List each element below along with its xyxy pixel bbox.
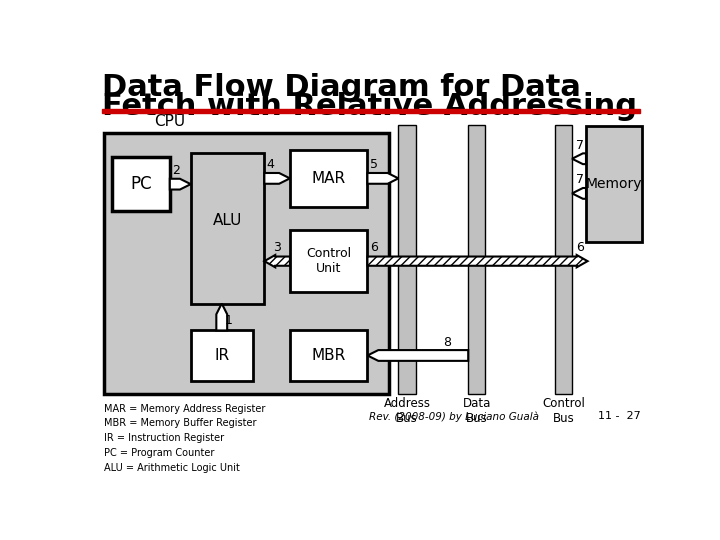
- Polygon shape: [216, 303, 228, 330]
- Text: MAR: MAR: [312, 171, 346, 186]
- Text: Data
Bus: Data Bus: [462, 397, 491, 426]
- Text: 3: 3: [273, 241, 281, 254]
- Text: Rev. (2008-09) by Luciano Gualà: Rev. (2008-09) by Luciano Gualà: [369, 411, 539, 422]
- Bar: [290, 231, 367, 292]
- Bar: [112, 157, 170, 211]
- Text: 5: 5: [370, 158, 378, 171]
- Bar: [290, 150, 367, 207]
- Bar: [191, 330, 253, 381]
- Text: Control
Unit: Control Unit: [306, 247, 351, 275]
- Polygon shape: [367, 255, 588, 267]
- Polygon shape: [367, 173, 398, 184]
- Text: CPU: CPU: [154, 114, 185, 130]
- Bar: [398, 125, 415, 394]
- Bar: [104, 132, 389, 394]
- Text: 4: 4: [266, 158, 274, 171]
- Bar: [555, 125, 572, 394]
- Text: 8: 8: [443, 335, 451, 348]
- Polygon shape: [367, 350, 468, 361]
- Text: 6: 6: [576, 241, 584, 254]
- Text: MBR: MBR: [312, 348, 346, 363]
- Text: 11 -  27: 11 - 27: [598, 411, 640, 421]
- Text: 7: 7: [576, 139, 584, 152]
- Text: 6: 6: [370, 241, 378, 254]
- Text: ALU: ALU: [213, 213, 242, 228]
- Polygon shape: [264, 173, 290, 184]
- Text: 2: 2: [172, 164, 180, 177]
- Text: PC: PC: [130, 175, 152, 193]
- Text: Data Flow Diagram for Data: Data Flow Diagram for Data: [102, 72, 580, 102]
- Polygon shape: [170, 179, 191, 190]
- Text: Memory: Memory: [585, 177, 642, 191]
- Text: Control
Bus: Control Bus: [542, 397, 585, 426]
- Bar: [468, 125, 485, 394]
- Bar: [290, 330, 367, 381]
- Polygon shape: [264, 255, 290, 267]
- Text: 1: 1: [225, 314, 233, 327]
- Bar: [102, 109, 640, 112]
- Polygon shape: [572, 153, 586, 164]
- Text: MAR = Memory Address Register
MBR = Memory Buffer Register
IR = Instruction Regi: MAR = Memory Address Register MBR = Memo…: [104, 403, 266, 473]
- Text: 7: 7: [576, 173, 584, 186]
- Bar: [586, 126, 642, 242]
- Polygon shape: [572, 188, 586, 199]
- Text: Fetch with Relative Addressing: Fetch with Relative Addressing: [102, 92, 636, 121]
- Text: Address
Bus: Address Bus: [384, 397, 431, 426]
- Bar: [191, 153, 264, 303]
- Text: IR: IR: [214, 348, 229, 363]
